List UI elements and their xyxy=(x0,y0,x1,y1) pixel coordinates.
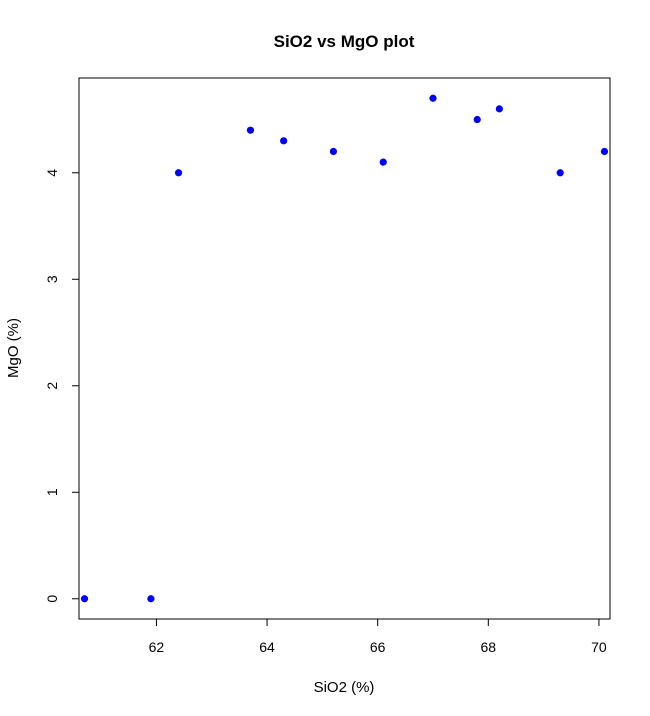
chart-title: SiO2 vs MgO plot xyxy=(274,32,415,51)
data-point xyxy=(246,126,255,134)
data-point xyxy=(80,595,89,603)
y-tick-label: 2 xyxy=(44,382,60,390)
data-point xyxy=(495,105,503,113)
data-point xyxy=(174,169,183,177)
data-point xyxy=(473,115,481,124)
x-axis: 62 64 66 68 70 xyxy=(149,618,607,655)
data-point xyxy=(147,595,155,603)
x-tick-label: 62 xyxy=(149,639,165,655)
x-axis-label: SiO2 (%) xyxy=(314,679,375,696)
data-point xyxy=(329,147,338,156)
data-point xyxy=(429,94,437,102)
data-point xyxy=(379,158,387,166)
data-point xyxy=(600,147,609,156)
y-tick-label: 0 xyxy=(44,595,60,603)
x-tick-label: 66 xyxy=(370,639,386,655)
plot-area-frame xyxy=(78,77,611,620)
y-axis: 0 1 2 3 4 xyxy=(44,169,80,603)
data-points xyxy=(80,94,609,603)
y-tick-label: 4 xyxy=(44,169,60,177)
y-axis-label: MgO (%) xyxy=(5,318,22,378)
data-point xyxy=(280,137,288,145)
y-tick-label: 3 xyxy=(44,275,60,283)
x-tick-label: 70 xyxy=(591,639,607,655)
data-point xyxy=(556,169,564,177)
x-tick-label: 68 xyxy=(481,639,497,655)
y-tick-label: 1 xyxy=(44,488,60,496)
x-tick-label: 64 xyxy=(259,639,275,655)
